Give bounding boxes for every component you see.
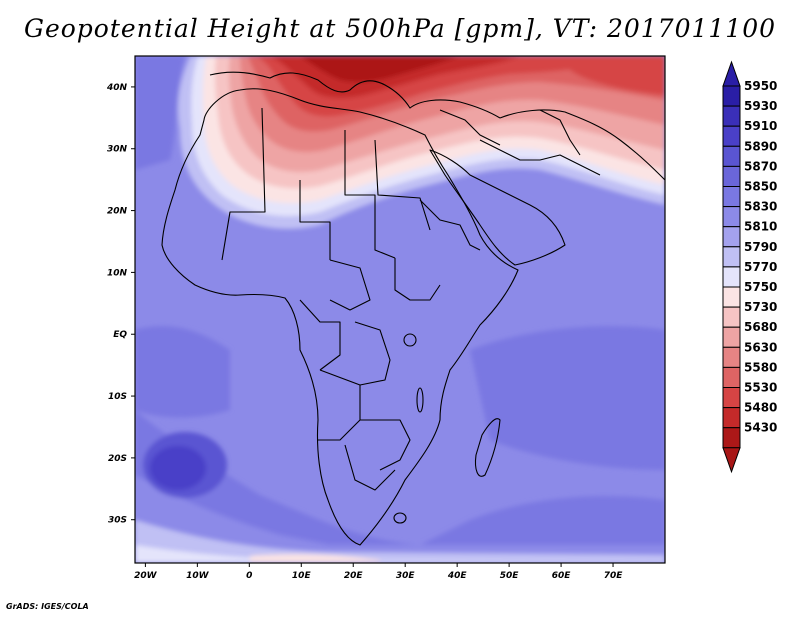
colorbar-label-11: 5730 [744, 300, 777, 314]
colorbar-swatch-12 [722, 326, 741, 348]
colorbar-swatch-15 [722, 387, 741, 409]
colorbar-label-3: 5890 [744, 139, 777, 153]
lon-tick-label-5: 30E [396, 571, 416, 581]
map-frame [134, 55, 666, 564]
map-title: Geopotential Height at 500hPa [gpm], VT:… [23, 14, 777, 43]
colorbar-swatch-3 [722, 145, 741, 167]
lon-tick-label-3: 10E [292, 571, 312, 581]
lon-tick-label-6: 40E [447, 571, 468, 581]
colorbar-swatch-14 [722, 366, 741, 388]
colorbar-swatch-9 [722, 266, 741, 288]
colorbar-swatch-10 [722, 286, 741, 308]
axis-ticks: 20W 10W 0 10E 20E 30E 40E 50E 60E 70E 40N 30N 20N 10N… [106, 83, 623, 581]
colorbar-bottom-arrow [722, 447, 741, 474]
colorbar-label-6: 5830 [744, 200, 777, 214]
colorbar-label-13: 5630 [744, 340, 777, 354]
colorbar-swatch-4 [722, 165, 741, 187]
colorbar-label-10: 5750 [744, 280, 777, 294]
colorbar-label-2: 5910 [744, 119, 777, 133]
colorbar-swatch-7 [722, 226, 741, 248]
lon-tick-label-0: 20W [134, 571, 158, 581]
colorbar-label-9: 5770 [744, 260, 777, 274]
lon-tick-label-1: 10W [186, 571, 210, 581]
colorbar-swatch-6 [722, 206, 741, 228]
colorbar-label-15: 5530 [744, 381, 777, 395]
lat-tick-label-0: 40N [106, 83, 128, 93]
colorbar-swatch-13 [722, 346, 741, 368]
colorbar-swatch-16 [722, 407, 741, 429]
colorbar-top-arrow [722, 60, 741, 87]
height-field [135, 56, 665, 563]
colorbar-label-1: 5930 [744, 99, 777, 113]
colorbar-label-8: 5790 [744, 240, 777, 254]
lat-tick-label-2: 20N [107, 207, 128, 217]
colorbar-swatch-0 [722, 85, 741, 107]
lon-tick-label-9: 70E [604, 571, 624, 581]
lon-tick-label-4: 20E [344, 571, 364, 581]
colorbar-label-16: 5480 [744, 401, 777, 415]
lon-tick-label-8: 60E [552, 571, 572, 581]
colorbar-label-12: 5680 [744, 320, 777, 334]
colorbar-swatch-8 [722, 246, 741, 268]
colorbar-label-14: 5580 [744, 360, 777, 374]
lon-tick-label-2: 0 [246, 571, 252, 581]
coastlines [161, 71, 665, 546]
colorbar-label-7: 5810 [744, 220, 777, 234]
colorbar: 5950 5930 5910 5890 5870 5850 5830 5810 5790 5770… [722, 60, 777, 474]
lat-tick-label-6: 20S [108, 454, 127, 464]
grads-credit: GrADS: IGES/COLA [6, 602, 89, 611]
lat-tick-label-7: 30S [108, 516, 127, 526]
colorbar-label-0: 5950 [744, 79, 777, 93]
lat-tick-label-1: 30N [107, 145, 128, 155]
lon-tick-label-7: 50E [500, 571, 520, 581]
colorbar-swatch-17 [722, 427, 741, 449]
lat-tick-label-3: 10N [107, 268, 128, 278]
colorbar-swatch-11 [722, 306, 741, 328]
colorbar-label-5: 5850 [744, 180, 777, 194]
colorbar-label-4: 5870 [744, 159, 777, 173]
colorbar-swatch-2 [722, 125, 741, 147]
colorbar-label-17: 5430 [744, 421, 777, 435]
lat-tick-label-5: 10S [108, 392, 127, 402]
colorbar-swatch-5 [722, 186, 741, 208]
lat-tick-label-4: EQ [113, 330, 127, 340]
colorbar-swatch-1 [722, 105, 741, 127]
